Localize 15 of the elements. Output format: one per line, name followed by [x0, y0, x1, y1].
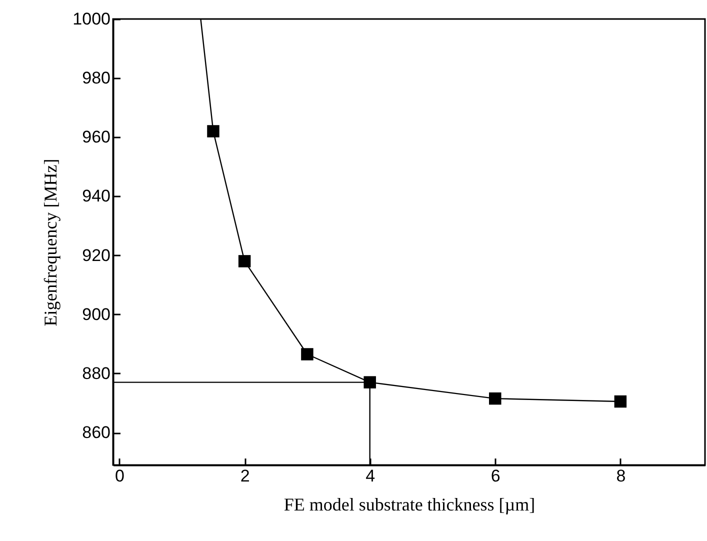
y-tick-label: 880 [82, 364, 110, 383]
y-tick-label: 920 [82, 246, 110, 265]
y-tick-label: 960 [82, 128, 110, 147]
y-axis-title: Eigenfrequency [MHz] [40, 158, 61, 326]
y-tick-label: 900 [82, 304, 110, 324]
x-tick-label: 2 [240, 466, 250, 486]
y-tick-label: 1000 [72, 10, 110, 28]
x-tick-label: 8 [616, 466, 626, 486]
x-axis-title: FE model substrate thickness [µm] [284, 494, 536, 514]
x-tick-label: 6 [490, 466, 500, 486]
y-tick-label: 860 [82, 423, 110, 442]
x-tick-label: 0 [115, 466, 124, 486]
y-tick-label: 980 [82, 68, 110, 88]
y-tick-label: 940 [82, 186, 110, 206]
x-tick-label: 4 [366, 466, 376, 486]
